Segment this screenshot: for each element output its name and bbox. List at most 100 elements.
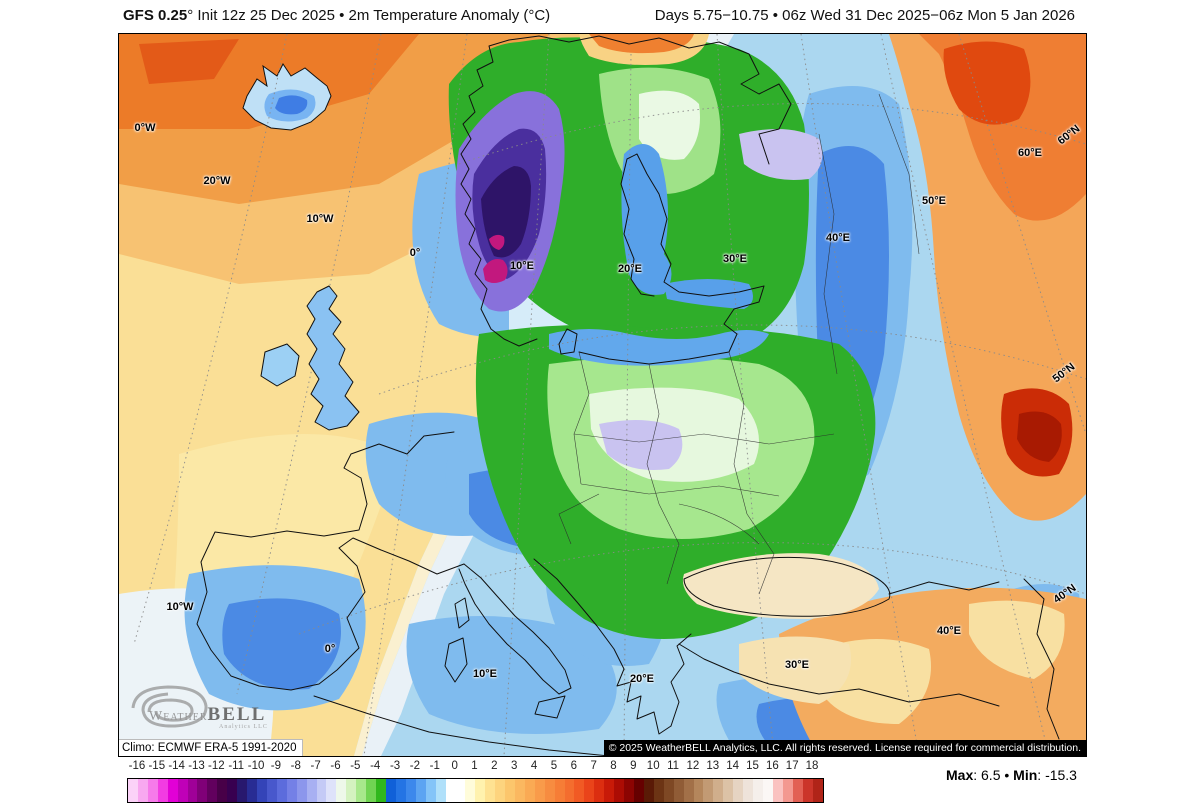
colorbar-segment [763,779,773,802]
colorbar-tick: -1 [429,760,440,772]
colorbar-segment [693,779,704,802]
colorbar-tick: -14 [168,760,185,772]
colorbar-segment [296,779,307,802]
colorbar-tick: 9 [630,760,637,772]
colorbar-tick: -12 [208,760,225,772]
map-canvas [119,34,1086,756]
colorbar-segment [753,779,763,802]
colorbar-segment [574,779,585,802]
colorbar-segment [197,779,208,802]
graticule-lines [133,34,1086,756]
colorbar-segment [147,779,158,802]
colorbar-tick: 17 [785,760,799,772]
colorbar-tick: -10 [247,760,265,772]
colorbar-tick: 3 [511,760,518,772]
weatherbell-logo: WeatherBELL Analytics LLC [123,678,303,736]
colorbar-segment [544,779,555,802]
baltic-sea [549,144,769,366]
min-label: Min [1013,767,1038,783]
colorbar-segment [703,779,714,802]
colorbar-segment [723,779,734,802]
colorbar-tick: 18 [805,760,819,772]
colorbar-tick: -7 [310,760,321,772]
colorbar-segment [673,779,684,802]
colorbar-segment [594,779,605,802]
colorbar-tick: 11 [667,760,680,772]
colorbar-tick: 0 [451,760,458,772]
colorbar-tick: -2 [409,760,421,772]
colorbar-tick: -4 [370,760,381,772]
colorbar-segment [435,779,446,802]
colorbar-tick: -5 [350,760,361,772]
climo-label: Climo: ECMWF ERA-5 1991-2020 [119,739,304,756]
colorbar-segment [485,779,496,802]
colorbar-segment [326,779,337,802]
colorbar-segment [554,779,565,802]
colorbar-segment [405,779,416,802]
colorbar-segment [425,779,436,802]
colorbar-tick: -8 [290,760,301,772]
coastlines [196,35,1060,756]
colorbar-segment [256,779,267,802]
colorbar-segment [663,779,674,802]
colorbar-segment [137,779,148,802]
colorbar-segment [445,779,456,802]
header-title-left: GFS 0.25° Init 12z 25 Dec 2025 • 2m Temp… [123,7,550,24]
colorbar-tick: 4 [530,760,538,772]
colorbar-segment [743,779,754,802]
colorbar-tick: -9 [270,760,282,772]
colorbar-tick: -11 [228,760,245,772]
colorbar-tick: 14 [726,760,740,772]
colorbar-segment [772,779,783,802]
colorbar-segment [366,779,377,802]
colorbar-segment [207,779,218,802]
colorbar-segment [604,779,615,802]
colorbar-segment [683,779,694,802]
colorbar-segment [564,779,575,802]
colorbar-segment [306,779,317,802]
colorbar-segment [276,779,287,802]
colorbar-tick: 16 [765,760,779,772]
colorbar-segment [733,779,744,802]
country-borders [558,93,920,595]
max-value: 6.5 [981,767,1001,783]
colorbar-segment [643,779,654,802]
colorbar-tick: -6 [330,760,341,772]
colorbar-segment [395,779,406,802]
max-label: Max [946,767,974,783]
colorbar-segment [227,779,238,802]
model-name: GFS 0.25 [123,7,188,24]
colorbar-segment [167,779,178,802]
colorbar-segment [792,779,803,802]
colorbar-segment [475,779,486,802]
map: 0°W 20°W 10°W 0° 10°E 20°E 30°E 40°E 50°E 60°E 60°… [118,33,1087,757]
colorbar-segment [177,779,188,802]
colorbar-segment [782,779,793,802]
colorbar-segment [624,779,635,802]
colorbar-segment [415,779,426,802]
init-and-variable: ° Init 12z 25 Dec 2025 • 2m Temperature … [187,7,551,24]
stats-separator: • [1004,767,1010,783]
colorbar-segment [385,779,396,802]
colorbar-segment [713,779,724,802]
colorbar-tick: -13 [188,760,205,772]
colorbar-tick: 12 [686,760,700,772]
colorbar-bar [127,778,824,803]
colorbar-segment [534,779,545,802]
colorbar-segment [505,779,515,802]
colorbar-segment [812,779,823,802]
colorbar-tick: 15 [746,760,759,772]
colorbar-tick: 7 [590,760,597,772]
colorbar-tick: -16 [128,760,146,772]
colorbar-segment [346,779,357,802]
logo-bell-text: BELL [207,704,267,725]
colorbar-segment [495,779,506,802]
colorbar-tick: 8 [610,760,617,772]
colorbar-tick: 5 [550,760,558,772]
colorbar-segment [316,779,327,802]
colorbar-segment [266,779,277,802]
colorbar-segment [584,779,595,802]
colorbar-tick: 10 [646,760,660,772]
colorbar-segment [614,779,625,802]
